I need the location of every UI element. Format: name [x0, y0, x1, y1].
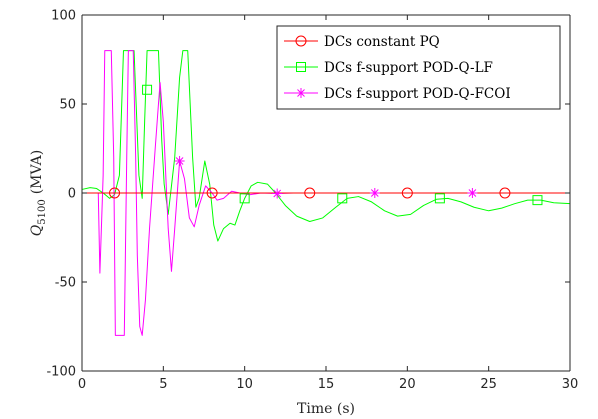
legend-marker-square [296, 62, 306, 72]
y-tick-label: 100 [51, 9, 76, 24]
x-tick-label: 25 [480, 377, 497, 392]
marker-star [174, 155, 185, 166]
x-tick-label: 0 [78, 377, 86, 392]
legend-label-pod-q-fcoi: DCs f-support POD-Q-FCOI [324, 86, 511, 102]
x-tick-label: 30 [562, 377, 579, 392]
legend-entry-constant-pq: DCs constant PQ [284, 34, 440, 50]
legend-label-constant-pq: DCs constant PQ [324, 34, 440, 50]
series-line-pod-q-lf [81, 50, 571, 242]
y-axis-title-unit: (MVA) [29, 150, 45, 195]
marker-layer [109, 84, 543, 206]
x-tick-label: 5 [159, 377, 167, 392]
marker-circle [206, 187, 218, 199]
marker-circle [109, 187, 121, 199]
marker-star [272, 188, 283, 199]
legend: DCs constant PQ DCs f-support POD-Q-LF D… [276, 25, 561, 110]
series-line-pod-q-fcoi [82, 50, 570, 336]
y-tick-label: -50 [55, 276, 76, 291]
marker-star [467, 188, 478, 198]
series-layer [81, 50, 571, 336]
marker-square [142, 84, 153, 95]
tick-layer: 0 5 10 15 20 25 30 -100 -50 0 50 100 [46, 9, 578, 393]
y-axis-title-sub: 5100 [37, 199, 48, 224]
legend-marker-star [296, 88, 306, 98]
x-tick-label: 20 [399, 377, 416, 392]
y-tick-label: -100 [46, 365, 76, 380]
y-tick-label: 50 [59, 98, 76, 113]
x-tick-label: 15 [318, 377, 335, 392]
x-axis-title: Time (s) [297, 401, 355, 417]
y-axis-title-main: Q [29, 224, 45, 236]
marker-square [434, 193, 445, 204]
legend-label-pod-q-lf: DCs f-support POD-Q-LF [324, 60, 493, 76]
marker-circle [499, 187, 511, 199]
legend-marker-circle [295, 35, 307, 47]
legend-box [276, 25, 561, 110]
y-axis-title: Q5100 (MVA) [29, 150, 48, 236]
marker-star [369, 188, 380, 198]
marker-square [239, 193, 250, 204]
marker-square [337, 193, 348, 204]
y-tick-label: 0 [68, 187, 76, 202]
marker-circle [401, 187, 413, 199]
marker-circle [304, 187, 316, 199]
x-tick-label: 10 [236, 377, 253, 392]
legend-entry-pod-q-fcoi: DCs f-support POD-Q-FCOI [284, 86, 511, 102]
marker-square [532, 195, 543, 206]
legend-entry-pod-q-lf: DCs f-support POD-Q-LF [284, 60, 493, 76]
